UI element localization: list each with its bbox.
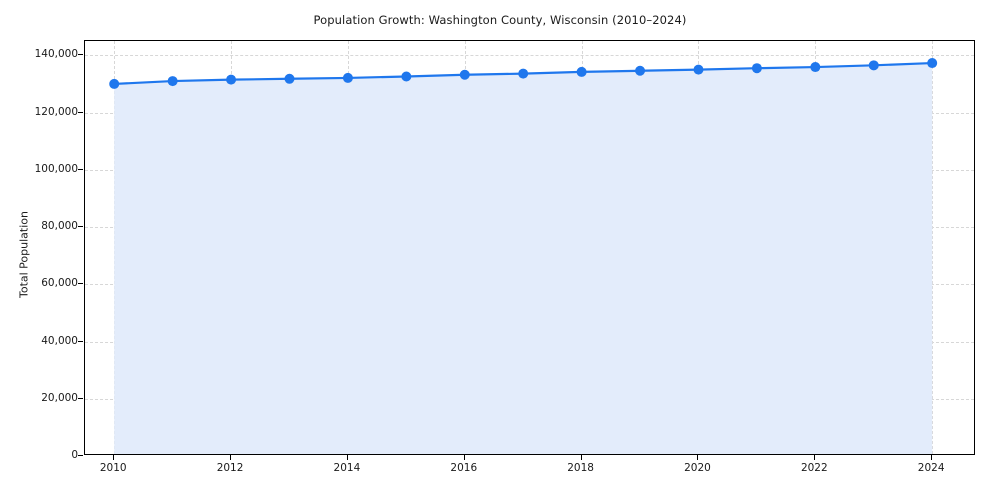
plot-area — [84, 40, 975, 455]
data-point-marker — [109, 78, 120, 89]
y-axis-tick-mark — [78, 397, 83, 399]
y-axis-tick-label: 60,000 — [41, 277, 78, 290]
y-axis-tick-label: 0 — [71, 449, 78, 461]
data-point-marker — [868, 60, 879, 71]
y-axis-tick-label: 20,000 — [41, 391, 78, 404]
x-axis-tick-label: 2020 — [684, 462, 711, 474]
population-series — [109, 58, 938, 454]
x-axis-tick-label: 2014 — [333, 462, 361, 474]
y-axis-tick-mark — [78, 455, 83, 456]
data-point-marker — [927, 58, 938, 69]
y-axis-tick-label: 140,000 — [34, 48, 78, 61]
x-axis-tick-mark — [697, 455, 699, 460]
y-axis-tick-label: 100,000 — [34, 162, 78, 175]
area-fill — [114, 63, 933, 454]
data-point-marker — [635, 65, 646, 76]
x-axis-tick-label: 2018 — [567, 462, 594, 474]
y-axis-tick-mark — [78, 340, 83, 342]
chart-title: Population Growth: Washington County, Wi… — [313, 13, 687, 27]
data-point-marker — [342, 72, 353, 83]
data-point-marker — [810, 62, 821, 73]
y-axis-tick-mark — [78, 54, 83, 56]
gridline-horizontal — [85, 55, 974, 57]
x-axis-tick-label: 2010 — [99, 462, 127, 474]
x-axis-tick-label: 2022 — [800, 462, 828, 474]
y-axis-tick-mark — [78, 226, 83, 228]
y-axis-tick-mark — [78, 111, 83, 113]
y-axis-tick-mark — [78, 283, 83, 285]
data-point-marker — [459, 69, 470, 80]
data-point-marker — [576, 66, 587, 77]
data-point-marker — [226, 74, 237, 85]
x-axis-tick-mark — [814, 455, 816, 460]
y-axis-tick-label: 40,000 — [41, 334, 78, 347]
x-axis-tick-mark — [931, 455, 933, 460]
x-axis-tick-label: 2016 — [450, 462, 478, 474]
x-axis-tick-mark — [230, 455, 232, 460]
y-axis-tick-mark — [78, 168, 83, 170]
data-point-marker — [751, 63, 762, 74]
data-point-marker — [518, 68, 529, 79]
x-axis-tick-label: 2024 — [917, 462, 945, 474]
data-point-marker — [693, 64, 704, 75]
x-axis-tick-mark — [113, 455, 115, 460]
y-axis-tick-label: 120,000 — [34, 105, 78, 118]
data-point-marker — [284, 73, 295, 84]
y-axis-tick-label: 80,000 — [41, 220, 78, 233]
data-point-marker — [401, 71, 412, 82]
gridline-vertical — [932, 41, 934, 454]
x-axis-tick-mark — [580, 455, 582, 460]
x-axis-tick-mark — [346, 455, 348, 460]
x-axis-tick-mark — [463, 455, 465, 460]
data-point-marker — [167, 76, 178, 87]
x-axis-tick-label: 2012 — [216, 462, 244, 474]
